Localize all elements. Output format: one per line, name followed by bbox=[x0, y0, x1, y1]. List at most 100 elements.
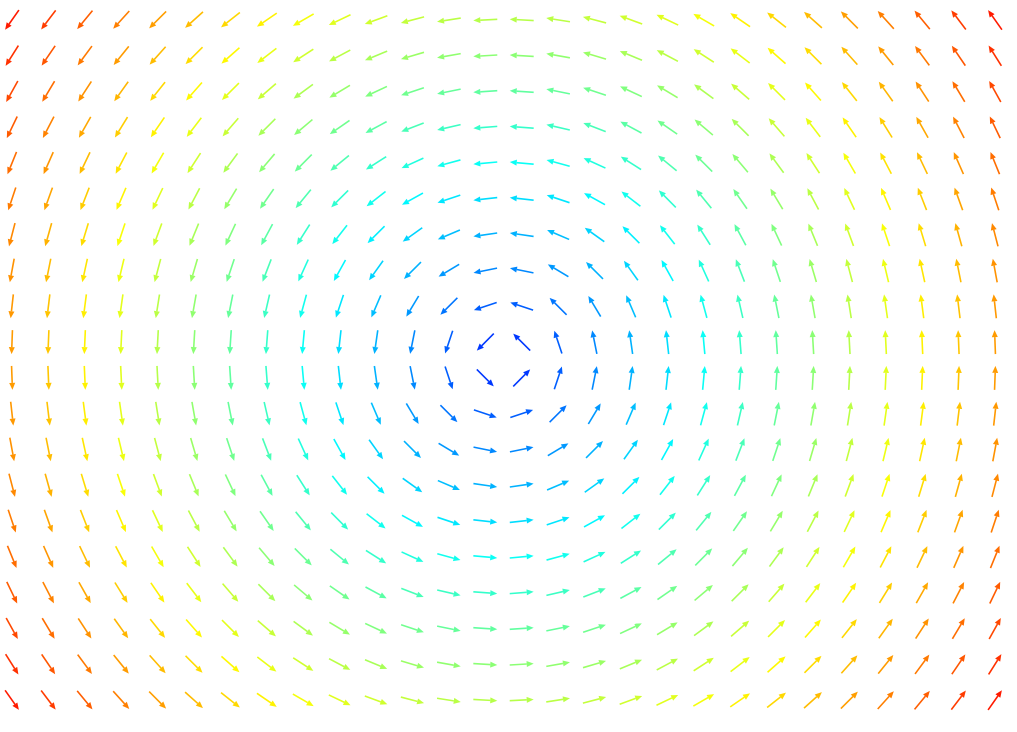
arrow-head bbox=[414, 485, 423, 493]
arrow bbox=[954, 258, 962, 283]
arrow-shaft bbox=[114, 582, 125, 598]
arrow bbox=[152, 473, 163, 497]
arrow-shaft bbox=[81, 81, 93, 97]
arrow-shaft bbox=[553, 372, 561, 390]
arrow-shaft bbox=[120, 330, 123, 348]
arrow-head bbox=[379, 592, 387, 599]
arrow bbox=[114, 81, 129, 102]
arrow-shaft bbox=[42, 545, 52, 562]
arrow-head bbox=[45, 382, 52, 390]
arrow bbox=[7, 151, 18, 175]
arrow-shaft bbox=[436, 661, 454, 666]
arrow bbox=[622, 226, 640, 244]
arrow bbox=[772, 259, 782, 283]
arrow-shaft bbox=[41, 653, 52, 669]
arrow bbox=[402, 477, 423, 493]
arrow bbox=[332, 224, 348, 245]
arrow-shaft bbox=[993, 265, 998, 283]
arrow-head bbox=[584, 193, 592, 200]
arrow-head bbox=[490, 554, 498, 561]
arrow bbox=[224, 474, 236, 497]
arrow bbox=[918, 437, 927, 462]
arrow-shaft bbox=[81, 45, 93, 61]
arrow bbox=[509, 16, 534, 23]
arrow-head bbox=[991, 330, 998, 338]
arrow-head bbox=[884, 510, 891, 518]
arrow-head bbox=[193, 524, 200, 532]
arrow-head bbox=[772, 259, 778, 267]
arrow bbox=[620, 86, 643, 98]
arrow bbox=[473, 160, 498, 167]
arrow bbox=[437, 17, 461, 24]
arrow-shaft bbox=[82, 187, 90, 204]
arrow-shaft bbox=[662, 52, 679, 63]
arrow bbox=[149, 10, 167, 29]
arrow-head bbox=[778, 692, 786, 700]
arrow bbox=[953, 545, 964, 569]
arrow-head bbox=[268, 629, 276, 637]
arrow-head bbox=[48, 666, 56, 675]
arrow bbox=[697, 224, 711, 246]
arrow-shaft bbox=[81, 116, 92, 133]
arrow bbox=[917, 473, 927, 498]
arrow-head bbox=[224, 201, 231, 210]
arrow bbox=[730, 48, 751, 64]
arrow-shaft bbox=[372, 260, 384, 276]
arrow-shaft bbox=[772, 158, 785, 174]
arrow-head bbox=[265, 417, 271, 426]
arrow-shaft bbox=[258, 547, 271, 562]
arrow bbox=[658, 155, 678, 172]
arrow bbox=[881, 187, 892, 211]
arrow bbox=[401, 551, 424, 562]
arrow bbox=[188, 473, 199, 497]
arrow-shaft bbox=[695, 516, 708, 531]
arrow-head bbox=[6, 94, 13, 102]
arrow-shaft bbox=[46, 401, 50, 419]
arrow-head bbox=[329, 127, 338, 135]
arrow-shaft bbox=[883, 193, 892, 211]
arrow bbox=[298, 259, 309, 282]
arrow bbox=[333, 438, 346, 460]
arrow bbox=[473, 409, 497, 419]
arrow bbox=[656, 14, 679, 26]
arrow-shaft bbox=[882, 158, 893, 175]
arrow bbox=[8, 258, 15, 283]
arrow-head bbox=[473, 305, 482, 311]
arrow-head bbox=[453, 590, 461, 597]
arrow-head bbox=[661, 260, 668, 268]
arrow bbox=[737, 365, 744, 390]
arrow-head bbox=[44, 238, 50, 247]
arrow-shaft bbox=[190, 152, 202, 168]
arrow bbox=[42, 80, 56, 102]
arrow-shaft bbox=[364, 695, 382, 703]
arrow-head bbox=[656, 14, 665, 21]
arrow-head bbox=[809, 294, 816, 302]
arrow bbox=[148, 691, 167, 709]
arrow bbox=[953, 152, 965, 175]
arrow-shaft bbox=[8, 45, 20, 61]
arrow-head bbox=[993, 509, 1000, 518]
arrow-head bbox=[330, 163, 338, 171]
arrow-head bbox=[634, 695, 643, 702]
arrow-shaft bbox=[221, 583, 235, 598]
arrow-head bbox=[958, 582, 965, 590]
arrow-head bbox=[342, 593, 350, 600]
arrow-shaft bbox=[155, 258, 162, 276]
arrow bbox=[881, 473, 891, 497]
arrow-head bbox=[119, 489, 126, 497]
arrow-head bbox=[221, 56, 229, 64]
arrow-shaft bbox=[955, 51, 966, 67]
arrow bbox=[336, 330, 343, 355]
arrow-shaft bbox=[443, 194, 461, 202]
arrow-shaft bbox=[407, 192, 424, 203]
arrow bbox=[369, 260, 384, 281]
arrow-head bbox=[296, 237, 304, 245]
arrow-shaft bbox=[190, 117, 202, 132]
arrow-head bbox=[154, 382, 161, 390]
arrow bbox=[187, 152, 202, 174]
arrow-shaft bbox=[883, 229, 891, 247]
arrow-head bbox=[115, 166, 122, 174]
arrow-head bbox=[850, 691, 858, 699]
arrow-head bbox=[438, 270, 447, 277]
arrow bbox=[402, 227, 423, 242]
